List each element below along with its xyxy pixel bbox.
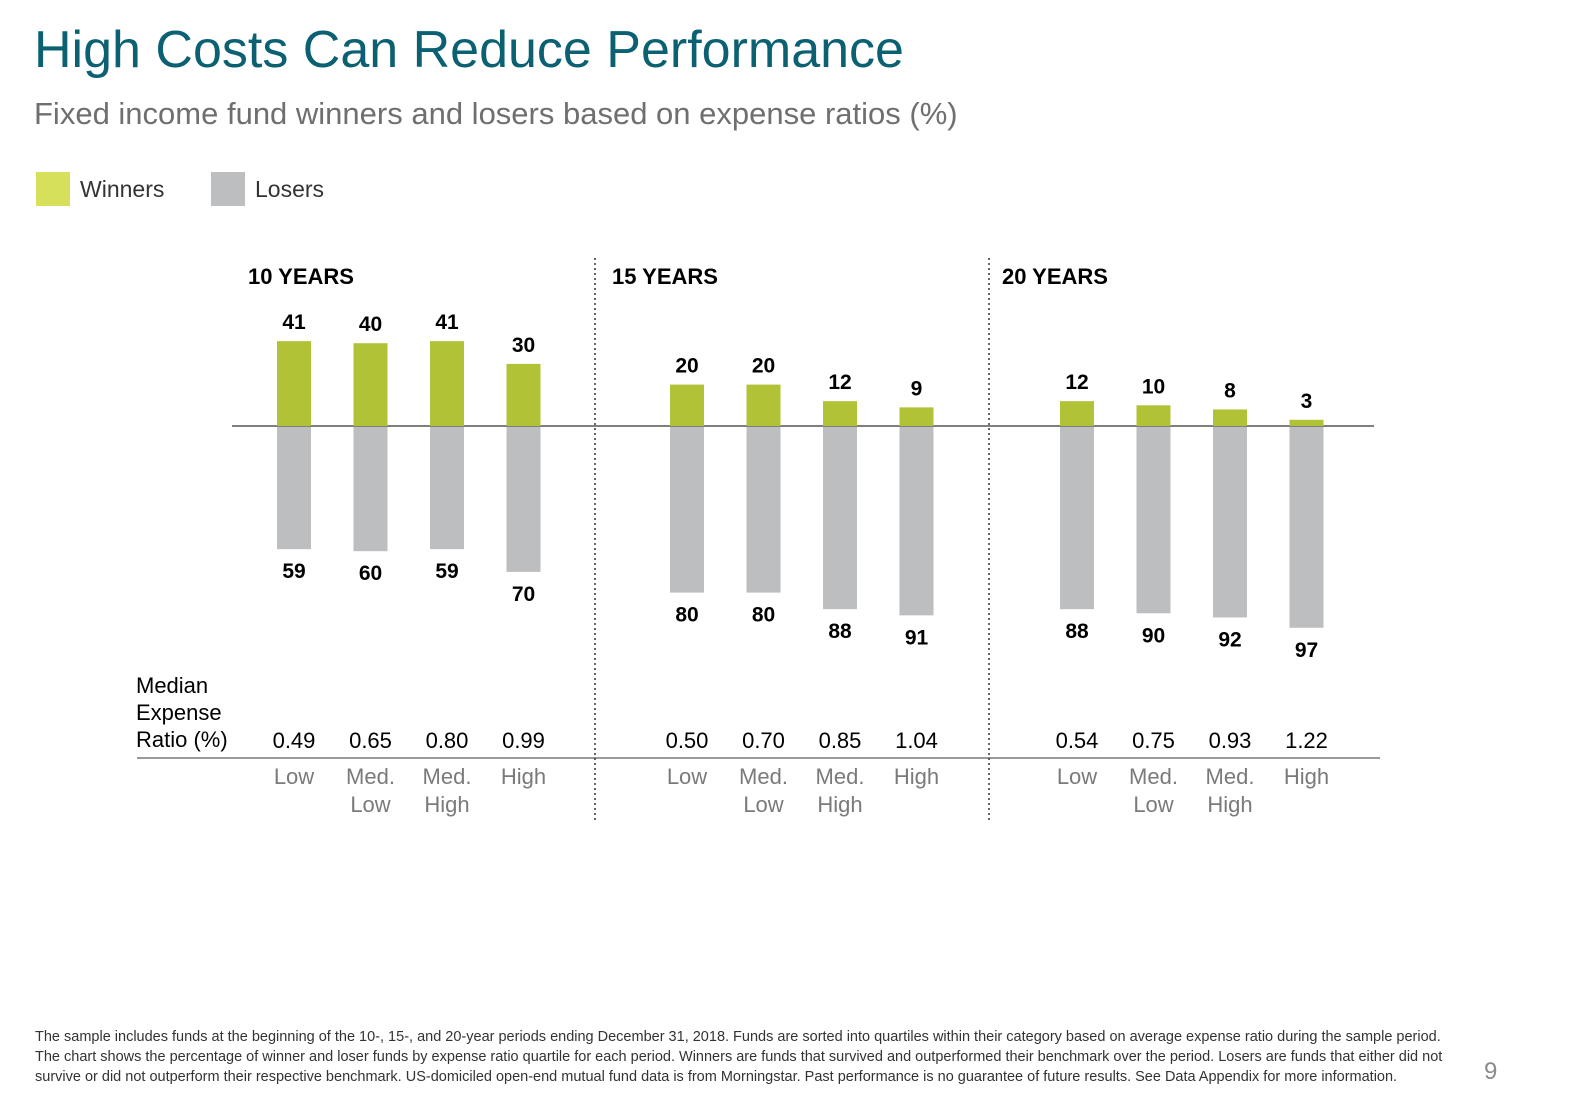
category-label: High xyxy=(1284,764,1329,789)
losers-value-label: 92 xyxy=(1218,628,1241,651)
losers-value-label: 91 xyxy=(905,626,929,649)
winners-bar xyxy=(823,401,857,426)
category-label: Low xyxy=(1057,764,1097,789)
expense-ratio-value: 0.54 xyxy=(1056,728,1099,753)
category-label: Med. Low xyxy=(346,764,395,817)
legend-losers: Losers xyxy=(211,172,324,206)
winners-value-label: 20 xyxy=(675,355,698,378)
winners-value-label: 40 xyxy=(359,313,382,336)
category-label: Low xyxy=(274,764,314,789)
winners-value-label: 41 xyxy=(435,311,459,334)
losers-bar xyxy=(899,427,934,616)
winners-value-label: 12 xyxy=(1065,371,1088,394)
winners-value-label: 8 xyxy=(1224,379,1236,402)
losers-bar xyxy=(277,427,311,550)
losers-bar xyxy=(430,427,464,550)
panel-title-3: 20 YEARS xyxy=(1002,264,1108,289)
category-label: Low xyxy=(667,764,707,789)
losers-value-label: 90 xyxy=(1142,624,1165,647)
legend-swatch-winners xyxy=(36,172,70,206)
losers-value-label: 80 xyxy=(675,604,698,627)
losers-value-label: 59 xyxy=(282,560,305,583)
winners-bar xyxy=(670,384,704,426)
category-label: Med. Low xyxy=(739,764,788,817)
expense-ratio-value: 0.70 xyxy=(742,728,785,753)
page-title: High Costs Can Reduce Performance xyxy=(34,21,904,79)
winners-value-label: 3 xyxy=(1301,390,1313,413)
winners-bar xyxy=(430,341,464,426)
page-subtitle: Fixed income fund winners and losers bas… xyxy=(34,96,958,131)
losers-value-label: 70 xyxy=(512,583,535,606)
category-label: Med. Low xyxy=(1129,764,1178,817)
panel-title-2: 15 YEARS xyxy=(612,264,718,289)
footnote: The sample includes funds at the beginni… xyxy=(35,1029,1443,1085)
winners-bar xyxy=(353,343,388,426)
winners-bar xyxy=(277,341,311,426)
losers-bar xyxy=(670,427,704,593)
losers-value-label: 60 xyxy=(359,562,382,585)
losers-value-label: 80 xyxy=(752,604,775,627)
losers-bar xyxy=(746,427,781,593)
winners-bar xyxy=(1213,409,1247,426)
losers-bar xyxy=(1289,427,1324,628)
expense-ratio-value: 0.85 xyxy=(819,728,862,753)
category-label: High xyxy=(501,764,546,789)
median-expense-ratio-label: Median Expense Ratio (%) xyxy=(136,673,228,752)
expense-ratio-value: 0.93 xyxy=(1209,728,1252,753)
expense-ratio-value: 1.22 xyxy=(1285,728,1328,753)
winners-value-label: 12 xyxy=(828,371,851,394)
winners-bar xyxy=(899,407,934,426)
winners-bar xyxy=(506,363,541,426)
winners-losers-chart: Median Expense Ratio (%) 10 YEARS 41 59 0.49 Lo… xyxy=(136,258,1380,820)
legend-label-winners: Winners xyxy=(80,175,165,202)
losers-value-label: 88 xyxy=(1065,620,1089,643)
expense-ratio-value: 0.75 xyxy=(1132,728,1175,753)
expense-ratio-value: 0.99 xyxy=(502,728,545,753)
category-label: Med. High xyxy=(423,764,472,817)
winners-value-label: 41 xyxy=(282,311,306,334)
panel-title-1: 10 YEARS xyxy=(248,264,354,289)
losers-value-label: 97 xyxy=(1295,639,1318,662)
expense-ratio-value: 0.80 xyxy=(426,728,469,753)
expense-ratio-value: 0.49 xyxy=(273,728,316,753)
page-number: 9 xyxy=(1484,1058,1498,1085)
losers-value-label: 59 xyxy=(435,560,458,583)
legend-swatch-losers xyxy=(211,172,245,206)
winners-value-label: 20 xyxy=(752,355,775,378)
expense-ratio-value: 0.50 xyxy=(666,728,709,753)
legend-label-losers: Losers xyxy=(255,175,325,202)
winners-value-label: 10 xyxy=(1142,375,1165,398)
winners-bar xyxy=(746,384,781,426)
losers-bar xyxy=(1136,427,1171,614)
losers-bar xyxy=(1213,427,1247,618)
category-label: Med. High xyxy=(816,764,865,817)
losers-bar xyxy=(353,427,388,552)
category-label: High xyxy=(894,764,939,789)
losers-value-label: 88 xyxy=(828,620,852,643)
winners-value-label: 30 xyxy=(512,334,535,357)
winners-bar xyxy=(1060,401,1094,426)
losers-bar xyxy=(506,427,541,572)
winners-bar xyxy=(1136,405,1171,426)
expense-ratio-value: 0.65 xyxy=(349,728,392,753)
winners-bar xyxy=(1289,419,1324,426)
losers-bar xyxy=(823,427,857,610)
expense-ratio-value: 1.04 xyxy=(895,728,938,753)
losers-bar xyxy=(1060,427,1094,610)
legend-winners: Winners xyxy=(36,172,164,206)
winners-value-label: 9 xyxy=(911,377,923,400)
category-label: Med. High xyxy=(1206,764,1255,817)
